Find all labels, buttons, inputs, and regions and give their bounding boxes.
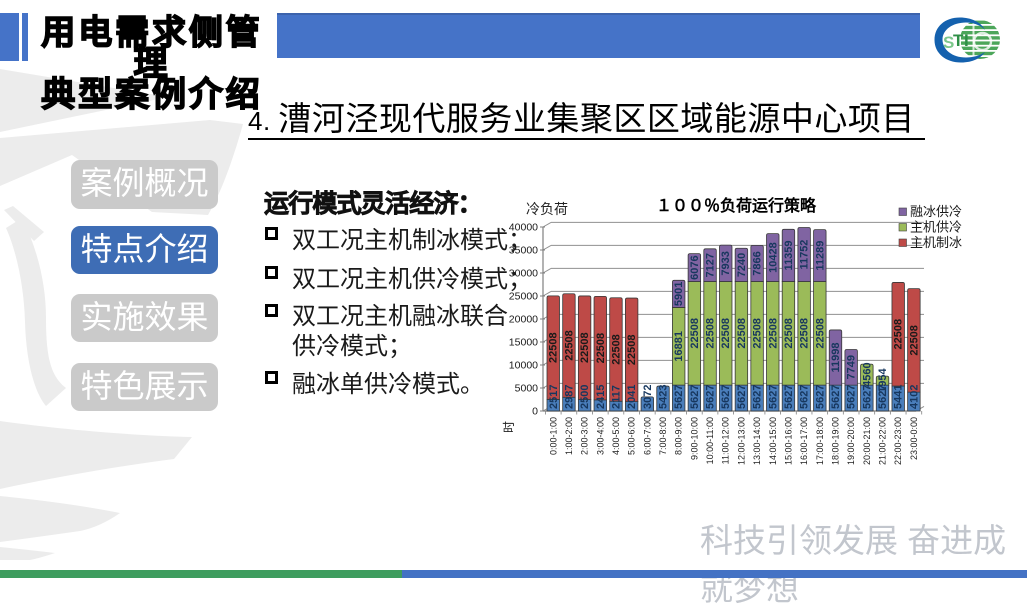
svg-text:20:00-21:00: 20:00-21:00 [862, 417, 872, 465]
svg-text:7749: 7749 [846, 355, 858, 379]
svg-text:10000: 10000 [509, 360, 538, 372]
svg-text:35000: 35000 [509, 245, 538, 257]
svg-text:5901: 5901 [673, 282, 685, 306]
svg-text:时: 时 [502, 421, 516, 433]
svg-text:5627: 5627 [673, 385, 685, 409]
svg-text:5627: 5627 [877, 385, 889, 409]
svg-text:6076: 6076 [689, 255, 701, 279]
svg-text:冷负荷: 冷负荷 [526, 201, 568, 217]
svg-text:22508: 22508 [610, 334, 622, 365]
svg-text:25000: 25000 [509, 291, 538, 303]
svg-text:0:00-1:00: 0:00-1:00 [548, 417, 558, 455]
svg-text:17:00-18:00: 17:00-18:00 [815, 417, 825, 465]
svg-text:11998: 11998 [830, 343, 842, 373]
svg-text:I: I [964, 31, 969, 50]
svg-text:11289: 11289 [814, 241, 826, 271]
svg-text:19:00-20:00: 19:00-20:00 [846, 417, 856, 465]
svg-text:5627: 5627 [689, 385, 701, 409]
svg-text:主机供冷: 主机供冷 [910, 220, 962, 235]
svg-text:5441: 5441 [893, 385, 905, 409]
svg-text:5627: 5627 [767, 385, 779, 409]
svg-text:3:00-4:00: 3:00-4:00 [595, 417, 605, 455]
svg-text:22508: 22508 [814, 318, 826, 349]
svg-text:22:00-23:00: 22:00-23:00 [893, 417, 903, 465]
svg-text:5627: 5627 [720, 385, 732, 409]
svg-text:22508: 22508 [908, 325, 920, 356]
svg-text:5627: 5627 [705, 385, 717, 409]
svg-text:5423: 5423 [658, 385, 670, 409]
svg-text:12:00-13:00: 12:00-13:00 [736, 417, 746, 465]
svg-text:9:00-10:00: 9:00-10:00 [689, 417, 699, 460]
svg-text:7127: 7127 [705, 253, 717, 277]
svg-text:S: S [943, 33, 954, 52]
svg-text:1954: 1954 [877, 368, 889, 393]
svg-text:１００％负荷运行策略: １００％负荷运行策略 [656, 196, 817, 215]
svg-text:4:00-5:00: 4:00-5:00 [611, 417, 621, 455]
svg-text:20000: 20000 [509, 314, 538, 326]
svg-text:2517: 2517 [548, 385, 560, 409]
svg-text:5627: 5627 [752, 385, 764, 409]
svg-text:2041: 2041 [626, 385, 638, 409]
svg-text:22508: 22508 [720, 318, 732, 349]
svg-text:0: 0 [532, 406, 538, 418]
svg-text:22508: 22508 [626, 335, 638, 366]
svg-text:1:00-2:00: 1:00-2:00 [564, 417, 574, 455]
svg-text:3072: 3072 [642, 385, 654, 409]
svg-text:22508: 22508 [689, 318, 701, 349]
svg-text:10428: 10428 [767, 242, 779, 273]
svg-text:22508: 22508 [548, 332, 560, 363]
svg-text:22508: 22508 [752, 318, 764, 349]
svg-text:5000: 5000 [515, 383, 539, 395]
svg-text:5627: 5627 [736, 385, 748, 409]
svg-text:5627: 5627 [814, 385, 826, 409]
svg-text:6:00-7:00: 6:00-7:00 [642, 417, 652, 455]
svg-text:22508: 22508 [595, 333, 607, 364]
svg-text:22508: 22508 [579, 332, 591, 363]
svg-text:T: T [953, 31, 964, 50]
svg-text:11:00-12:00: 11:00-12:00 [721, 417, 731, 464]
svg-text:22508: 22508 [783, 318, 795, 349]
svg-text:5:00-6:00: 5:00-6:00 [627, 417, 637, 455]
svg-text:融冰供冷: 融冰供冷 [910, 204, 962, 219]
svg-text:22508: 22508 [736, 318, 748, 349]
svg-text:5627: 5627 [846, 385, 858, 409]
svg-text:5627: 5627 [830, 385, 842, 409]
svg-text:22508: 22508 [563, 330, 575, 361]
svg-text:16:00-17:00: 16:00-17:00 [799, 417, 809, 465]
svg-text:21:00-22:00: 21:00-22:00 [878, 417, 888, 465]
svg-text:7:00-8:00: 7:00-8:00 [658, 417, 668, 455]
svg-text:4560: 4560 [861, 362, 873, 386]
svg-text:2:00-3:00: 2:00-3:00 [580, 417, 590, 455]
svg-text:40000: 40000 [509, 222, 538, 234]
svg-text:15000: 15000 [509, 337, 538, 349]
svg-text:22508: 22508 [705, 318, 717, 349]
svg-text:2117: 2117 [610, 385, 622, 409]
svg-text:5627: 5627 [799, 385, 811, 409]
svg-text:2415: 2415 [595, 385, 607, 409]
svg-text:22508: 22508 [767, 318, 779, 349]
svg-text:22508: 22508 [799, 318, 811, 349]
svg-text:16881: 16881 [673, 331, 685, 362]
svg-text:11359: 11359 [783, 240, 795, 270]
svg-text:7240: 7240 [736, 253, 748, 277]
svg-text:22508: 22508 [893, 319, 905, 350]
svg-text:2500: 2500 [579, 385, 591, 409]
svg-text:18:00-19:00: 18:00-19:00 [830, 417, 840, 465]
svg-text:2987: 2987 [563, 385, 575, 409]
svg-text:10:00-11:00: 10:00-11:00 [705, 417, 715, 464]
svg-text:23:00-0:00: 23:00-0:00 [909, 417, 919, 460]
svg-text:5627: 5627 [861, 385, 873, 409]
svg-text:15:00-16:00: 15:00-16:00 [783, 417, 793, 465]
svg-text:11752: 11752 [799, 240, 811, 270]
svg-text:8:00-9:00: 8:00-9:00 [674, 417, 684, 455]
svg-text:13:00-14:00: 13:00-14:00 [752, 417, 762, 465]
svg-text:4102: 4102 [908, 385, 920, 409]
svg-text:30000: 30000 [509, 268, 538, 280]
svg-text:7933: 7933 [720, 251, 732, 275]
svg-text:7866: 7866 [752, 251, 764, 275]
svg-text:14:00-15:00: 14:00-15:00 [768, 417, 778, 465]
svg-text:主机制冰: 主机制冰 [910, 235, 962, 250]
svg-text:5627: 5627 [783, 385, 795, 409]
